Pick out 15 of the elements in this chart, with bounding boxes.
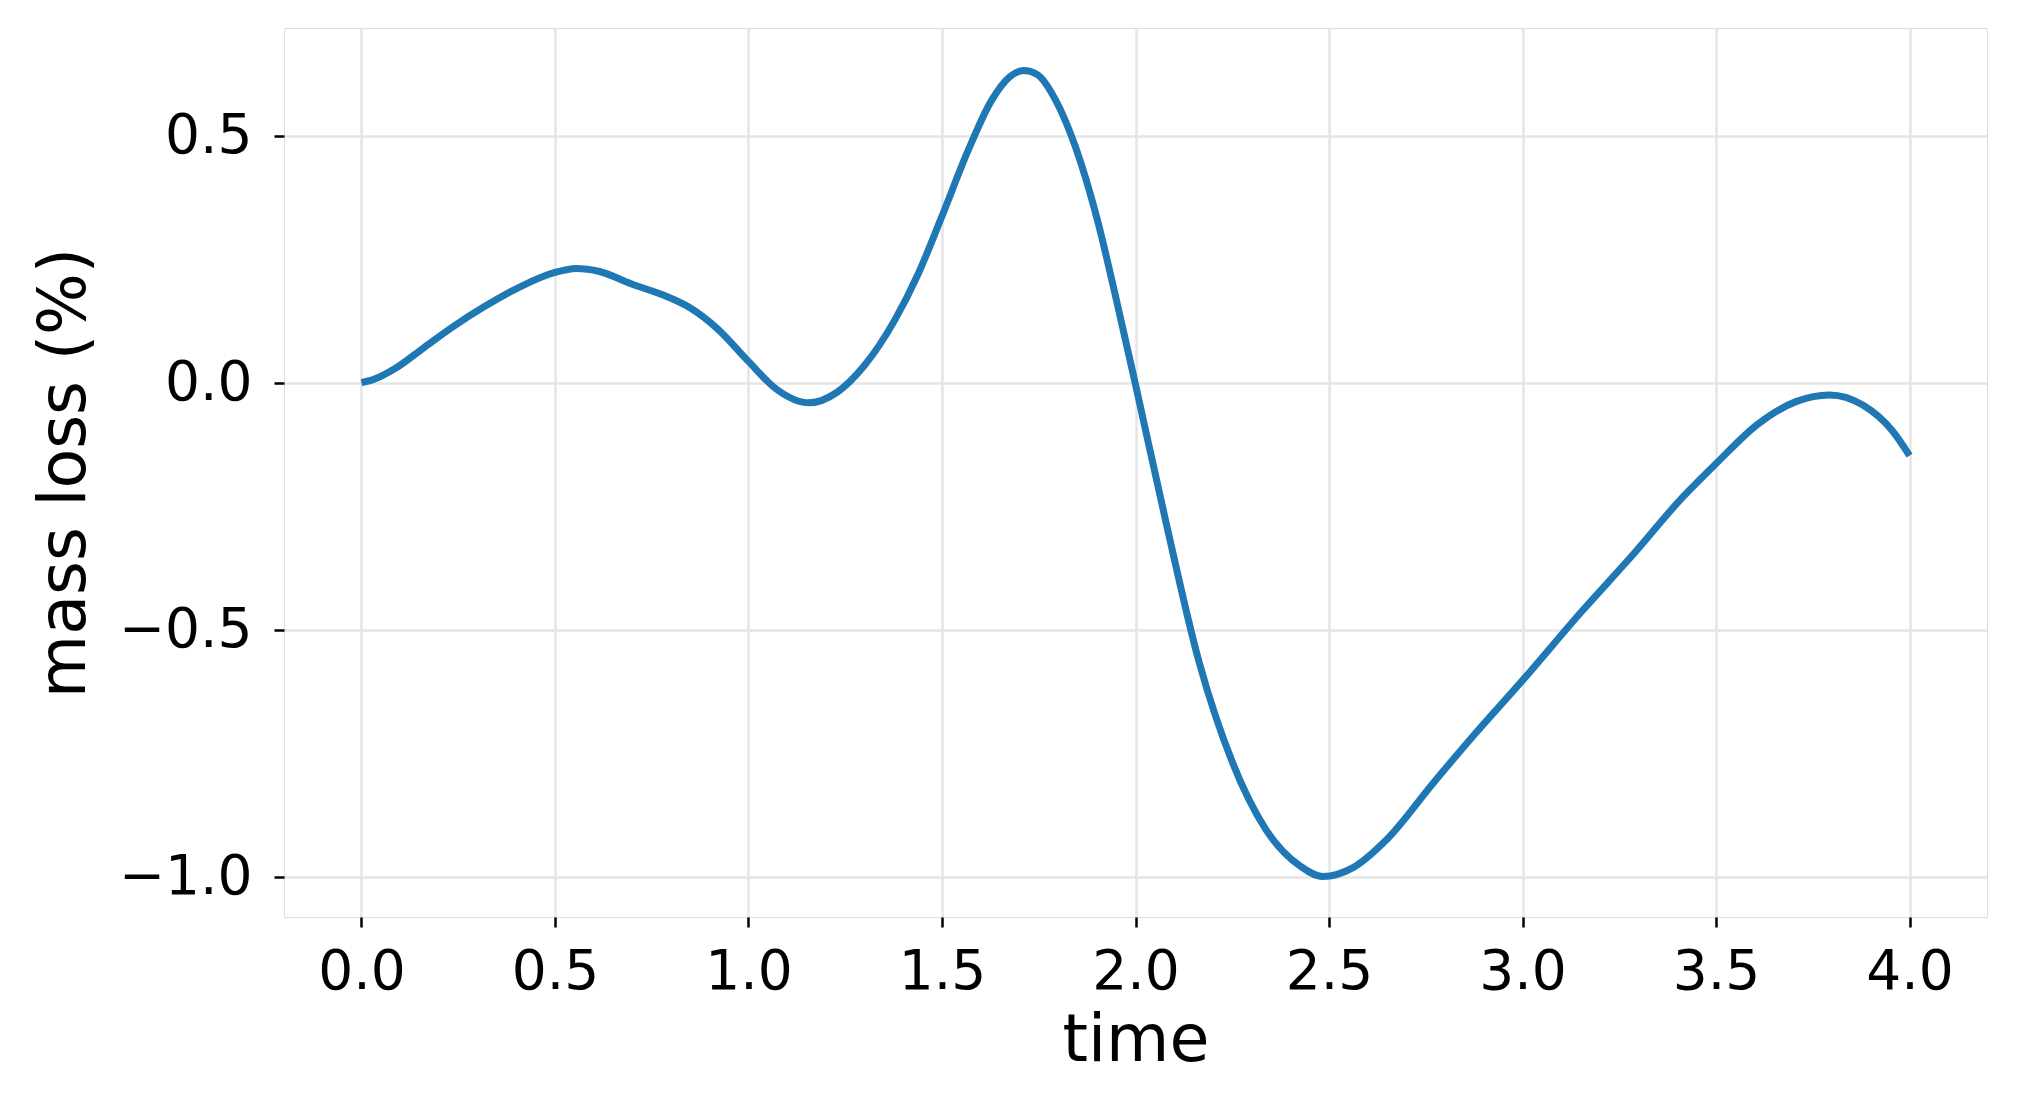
y-tick-label: −1.0 [118, 843, 253, 907]
x-axis-title: time [1062, 1000, 1210, 1076]
x-tick-label: 0.5 [511, 937, 600, 1002]
y-tick-label: 0.5 [165, 102, 253, 167]
x-tick-label: 2.0 [1092, 937, 1180, 1002]
y-axis-title: mass loss (%) [24, 247, 100, 699]
x-tick-label: 3.5 [1672, 937, 1761, 1002]
x-tick-label: 1.0 [705, 937, 793, 1002]
x-tick-label: 0.0 [318, 937, 406, 1002]
y-tick-label: 0.0 [165, 349, 253, 414]
x-tick-label: 2.5 [1285, 937, 1374, 1002]
x-tick-label: 1.5 [898, 937, 987, 1002]
x-tick-label: 4.0 [1866, 937, 1954, 1002]
x-tick-label: 3.0 [1479, 937, 1567, 1002]
y-tick-label: −0.5 [118, 596, 253, 661]
